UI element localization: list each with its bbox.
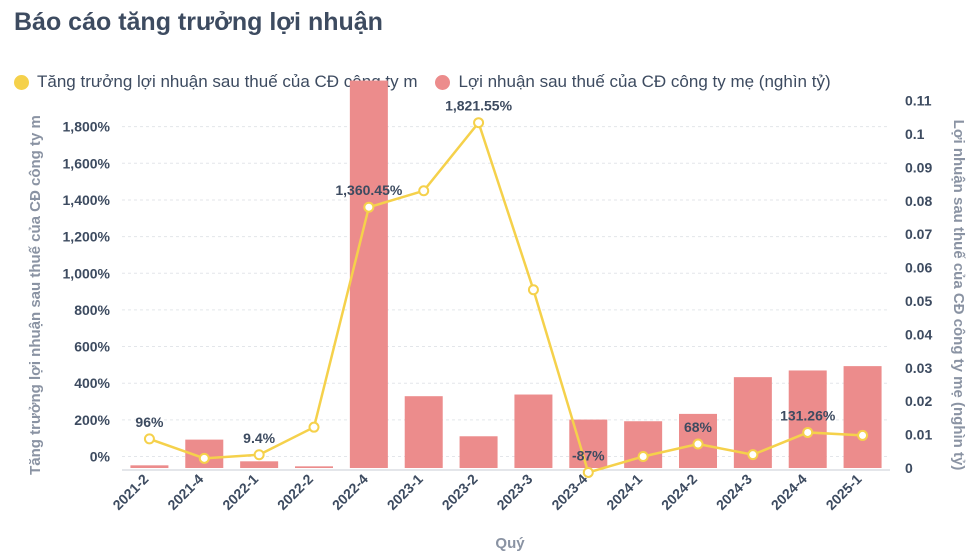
right-tick-label: 0.09: [905, 159, 932, 175]
line-point-2021-2[interactable]: [143, 433, 155, 445]
right-axis-title: Lợi nhuận sau thuế của CĐ công ty mẹ (ng…: [950, 120, 967, 471]
line-point-2023-3[interactable]: [527, 284, 539, 296]
data-label-2024-2: 68%: [684, 419, 713, 435]
x-tick-label: 2021-4: [164, 471, 206, 513]
data-label-2023-4: -87%: [572, 447, 605, 463]
x-tick-label: 2022-2: [274, 471, 316, 513]
data-label-2021-2: 96%: [135, 414, 164, 430]
bar-series: [130, 80, 882, 468]
gridlines: [122, 126, 890, 471]
line-point-2024-3[interactable]: [747, 449, 759, 461]
data-label-2024-4: 131.26%: [780, 407, 836, 423]
line-point-2024-1[interactable]: [637, 451, 649, 462]
left-tick-label: 600%: [74, 339, 110, 355]
x-tick-label: 2022-4: [329, 471, 371, 513]
x-tick-label: 2025-1: [823, 471, 865, 513]
left-tick-label: 0%: [90, 449, 111, 465]
line-point-2023-1[interactable]: [418, 185, 430, 197]
right-tick-label: 0.03: [905, 360, 932, 376]
x-tick-label: 2021-2: [109, 471, 151, 513]
x-axis-title: Quý: [495, 535, 525, 552]
right-tick-label: 0.08: [905, 193, 932, 209]
x-tick-label: 2024-2: [658, 471, 700, 513]
left-tick-label: 800%: [74, 302, 110, 318]
legend-label-growth: Tăng trưởng lợi nhuận sau thuế của CĐ cô…: [37, 72, 418, 91]
left-tick-label: 200%: [74, 412, 110, 428]
right-tick-label: 0.1: [905, 126, 925, 142]
legend-swatch-profit: [435, 74, 451, 90]
right-tick-label: 0.07: [905, 226, 932, 242]
x-tick-label: 2023-4: [548, 471, 590, 513]
right-tick-label: 0.05: [905, 293, 932, 309]
right-tick-label: 0.04: [905, 326, 932, 342]
left-tick-label: 1,400%: [63, 192, 111, 208]
line-point-2025-1[interactable]: [857, 429, 869, 441]
left-axis-ticks: 0% 200% 400% 600% 800% 1,000% 1,200% 1,400% 1,60…: [63, 119, 111, 465]
line-series: [143, 117, 869, 478]
bar-2022-4[interactable]: [349, 80, 388, 468]
data-labels: 96% 9.4% 1,360.45% 1,821.55% -87% 68% 131.26%: [135, 98, 835, 464]
right-tick-label: 0: [905, 460, 913, 476]
line-point-2024-4[interactable]: [802, 426, 814, 438]
right-tick-label: 0.06: [905, 260, 932, 276]
data-label-2022-1: 9.4%: [243, 430, 275, 446]
left-axis-title: Tăng trưởng lợi nhuận sau thuế của CĐ cô…: [27, 115, 44, 475]
left-tick-label: 400%: [74, 375, 110, 391]
x-tick-label: 2024-3: [713, 471, 755, 513]
x-tick-label: 2023-3: [493, 471, 535, 513]
bar-2022-2[interactable]: [295, 466, 333, 468]
right-axis-ticks: 0 0.01 0.02 0.03 0.04 0.05 0.06 0.07 0.08 0.09 0.1…: [905, 93, 932, 476]
x-axis-ticks: 2021-2 2021-4 2022-1 2022-2 2022-4 2023-1 2023…: [109, 471, 864, 513]
left-tick-label: 1,600%: [63, 155, 111, 171]
left-tick-label: 1,800%: [63, 119, 111, 135]
line-point-2023-2[interactable]: [473, 117, 485, 129]
data-label-2022-4: 1,360.45%: [335, 182, 402, 198]
bar-2023-1[interactable]: [404, 396, 443, 468]
line-point-2022-4[interactable]: [363, 201, 375, 213]
right-tick-label: 0.01: [905, 427, 932, 443]
line-point-2024-2[interactable]: [692, 438, 704, 450]
growth-line: [149, 120, 863, 474]
right-tick-label: 0.02: [905, 393, 932, 409]
left-tick-label: 1,000%: [63, 265, 111, 281]
bar-2021-2[interactable]: [130, 465, 169, 468]
bar-2023-2[interactable]: [459, 436, 498, 468]
data-label-2023-2: 1,821.55%: [445, 98, 512, 114]
line-point-2023-4[interactable]: [582, 466, 594, 478]
x-tick-label: 2022-1: [219, 471, 261, 513]
line-point-2021-4[interactable]: [198, 452, 210, 464]
x-tick-label: 2023-1: [384, 471, 426, 513]
bar-2024-4[interactable]: [788, 370, 827, 468]
x-tick-label: 2024-1: [603, 471, 645, 513]
legend-item-profit[interactable]: Lợi nhuận sau thuế của CĐ công ty mẹ (ng…: [435, 72, 831, 92]
line-point-2022-1[interactable]: [253, 449, 265, 461]
bar-2025-1[interactable]: [843, 366, 882, 468]
legend-swatch-growth: [14, 74, 29, 90]
bar-2022-1[interactable]: [240, 461, 279, 468]
line-point-2022-2[interactable]: [308, 421, 320, 433]
legend-item-growth[interactable]: Tăng trưởng lợi nhuận sau thuế của CĐ cô…: [14, 72, 417, 92]
bar-2023-3[interactable]: [514, 394, 553, 468]
left-tick-label: 1,200%: [63, 229, 111, 245]
right-tick-label: 0.11: [905, 93, 932, 109]
chart-title: Báo cáo tăng trưởng lợi nhuận: [14, 8, 383, 36]
legend-label-profit: Lợi nhuận sau thuế của CĐ công ty mẹ (ng…: [458, 72, 831, 91]
x-tick-label: 2024-4: [768, 471, 810, 513]
x-tick-label: 2023-2: [439, 471, 481, 513]
chart-legend: Tăng trưởng lợi nhuận sau thuế của CĐ cô…: [14, 72, 831, 92]
